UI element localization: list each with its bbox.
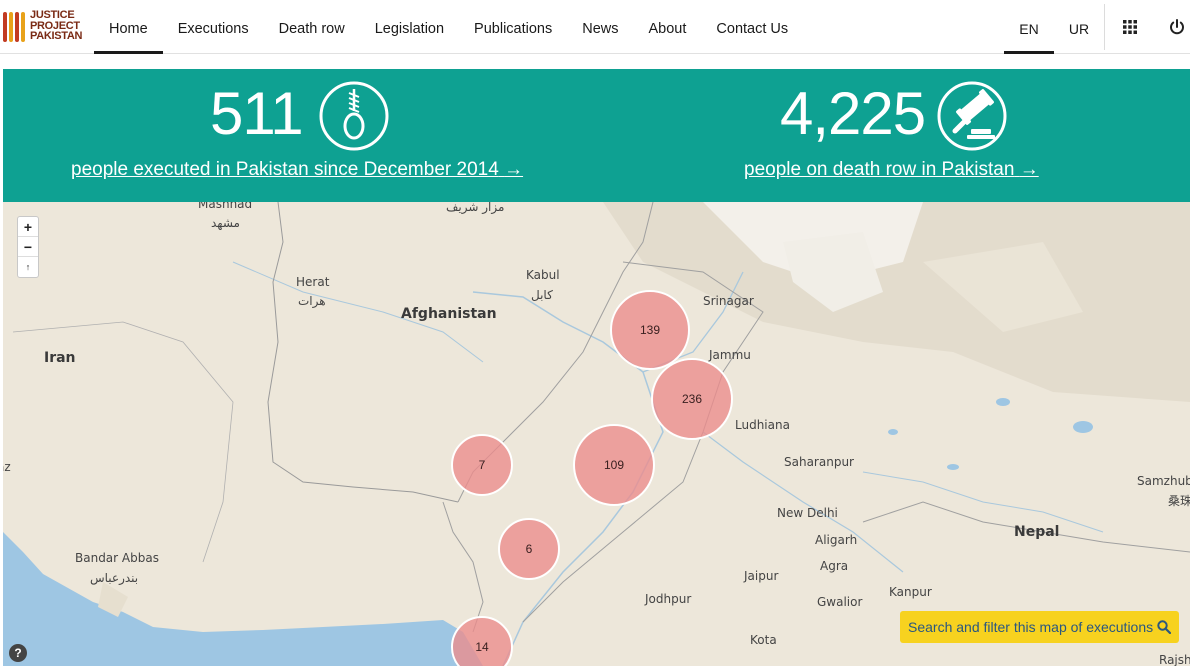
stats-banner: 511 people executed in Pakistan since De… <box>3 69 1190 202</box>
map-label-ludhiana: Ludhiana <box>735 418 790 432</box>
main-nav: Home Executions Death row Legislation Pu… <box>94 0 803 54</box>
lang-en-button[interactable]: EN <box>1004 0 1054 54</box>
executed-count: 511 <box>210 80 304 147</box>
nav-publications[interactable]: Publications <box>474 21 553 37</box>
nav-contact-us[interactable]: Contact Us <box>716 21 789 37</box>
map-label-bandar-abbas-fa: بندرعباس <box>90 571 139 585</box>
search-icon <box>1157 620 1172 635</box>
gavel-icon <box>937 81 1007 151</box>
logo-line: JUSTICE <box>30 9 75 21</box>
executions-map[interactable]: + − ↑ Mashhad مشهد مزار شریف Herat هرات … <box>3 202 1190 666</box>
map-label-agra: Agra <box>820 559 849 573</box>
map-label-gwalior: Gwalior <box>817 595 863 609</box>
reset-north-button[interactable]: ↑ <box>25 262 31 272</box>
death-row-link[interactable]: people on death row in Pakistan → <box>744 159 1039 181</box>
map-cluster-marker[interactable]: 139 <box>610 290 690 370</box>
arrow-right-icon: → <box>504 159 524 180</box>
map-cluster-marker[interactable]: 236 <box>651 358 733 440</box>
map-basemap <box>3 202 1190 666</box>
nav-legislation[interactable]: Legislation <box>374 21 445 37</box>
death-row-link-text: people on death row in Pakistan <box>744 159 1015 180</box>
death-row-count: 4,225 <box>780 80 926 147</box>
death-row-stat: 4,225 people on death row in Pakistan → <box>563 69 1123 202</box>
map-label-mashhad: Mashhad <box>198 202 253 211</box>
lang-ur-button[interactable]: UR <box>1068 21 1090 37</box>
map-label-kanpur: Kanpur <box>889 585 932 599</box>
map-label-jodhpur: Jodhpur <box>645 592 692 606</box>
nav-divider <box>1104 4 1105 50</box>
logo-line: PAKISTAN <box>30 30 83 42</box>
map-label-bandar-abbas: Bandar Abbas <box>75 551 159 565</box>
noose-icon <box>319 81 389 151</box>
power-icon[interactable] <box>1164 0 1190 54</box>
map-label-kota: Kota <box>750 633 777 647</box>
map-label-jammu: Jammu <box>709 348 751 362</box>
map-cluster-marker[interactable]: 14 <box>451 616 513 666</box>
map-cluster-marker[interactable]: 6 <box>498 518 560 580</box>
logo-text: JUSTICE PROJECT PAKISTAN <box>30 9 83 42</box>
map-label-mashhad-fa: مشهد <box>211 216 240 230</box>
jpp-logo[interactable]: JUSTICE PROJECT PAKISTAN <box>2 6 88 48</box>
executed-stat: 511 people executed in Pakistan since De… <box>3 69 563 202</box>
arrow-right-icon: → <box>1019 159 1039 180</box>
map-label-iran: Iran <box>44 350 76 366</box>
executed-link-text: people executed in Pakistan since Decemb… <box>71 159 499 180</box>
map-cluster-marker[interactable]: 109 <box>573 424 655 506</box>
jpp-logo-mark-icon <box>3 12 25 42</box>
map-label-aligarh: Aligarh <box>815 533 858 547</box>
map-label-afghanistan: Afghanistan <box>401 306 497 322</box>
nav-executions[interactable]: Executions <box>177 21 249 37</box>
map-label-rajsh: Rajsh <box>1159 653 1190 666</box>
zoom-out-button[interactable]: − <box>18 237 38 257</box>
map-label-nepal: Nepal <box>1014 524 1060 540</box>
apps-grid-icon[interactable] <box>1115 0 1145 54</box>
zoom-in-button[interactable]: + <box>18 217 38 237</box>
help-button[interactable]: ? <box>9 644 27 662</box>
map-cluster-marker[interactable]: 7 <box>451 434 513 496</box>
nav-news[interactable]: News <box>582 21 619 37</box>
map-label-samzhub-zh: 桑珠 <box>1168 494 1190 508</box>
map-label-jaipur: Jaipur <box>744 569 779 583</box>
map-label-new-delhi: New Delhi <box>777 506 838 520</box>
map-label-edge: az <box>3 460 11 474</box>
executed-link[interactable]: people executed in Pakistan since Decemb… <box>71 159 523 181</box>
nav-about[interactable]: About <box>648 21 687 37</box>
map-label-saharanpur: Saharanpur <box>784 455 854 469</box>
search-filter-map-button[interactable]: Search and filter this map of executions <box>900 611 1180 643</box>
search-filter-label: Search and filter this map of executions <box>908 619 1154 635</box>
top-navbar: JUSTICE PROJECT PAKISTAN Home Executions… <box>0 0 1190 54</box>
map-label-samzhub: Samzhub <box>1137 474 1190 488</box>
map-label-srinagar: Srinagar <box>703 294 754 308</box>
map-label-mazar: مزار شریف <box>446 202 505 214</box>
nav-death-row[interactable]: Death row <box>278 21 345 37</box>
map-label-kabul-fa: کابل <box>531 288 553 302</box>
map-label-kabul: Kabul <box>526 268 560 282</box>
map-label-herat-fa: هرات <box>298 294 326 308</box>
map-label-herat: Herat <box>296 275 330 289</box>
zoom-control: + − ↑ <box>17 216 39 278</box>
logo-line: PROJECT <box>30 19 80 32</box>
nav-home[interactable]: Home <box>94 0 163 54</box>
